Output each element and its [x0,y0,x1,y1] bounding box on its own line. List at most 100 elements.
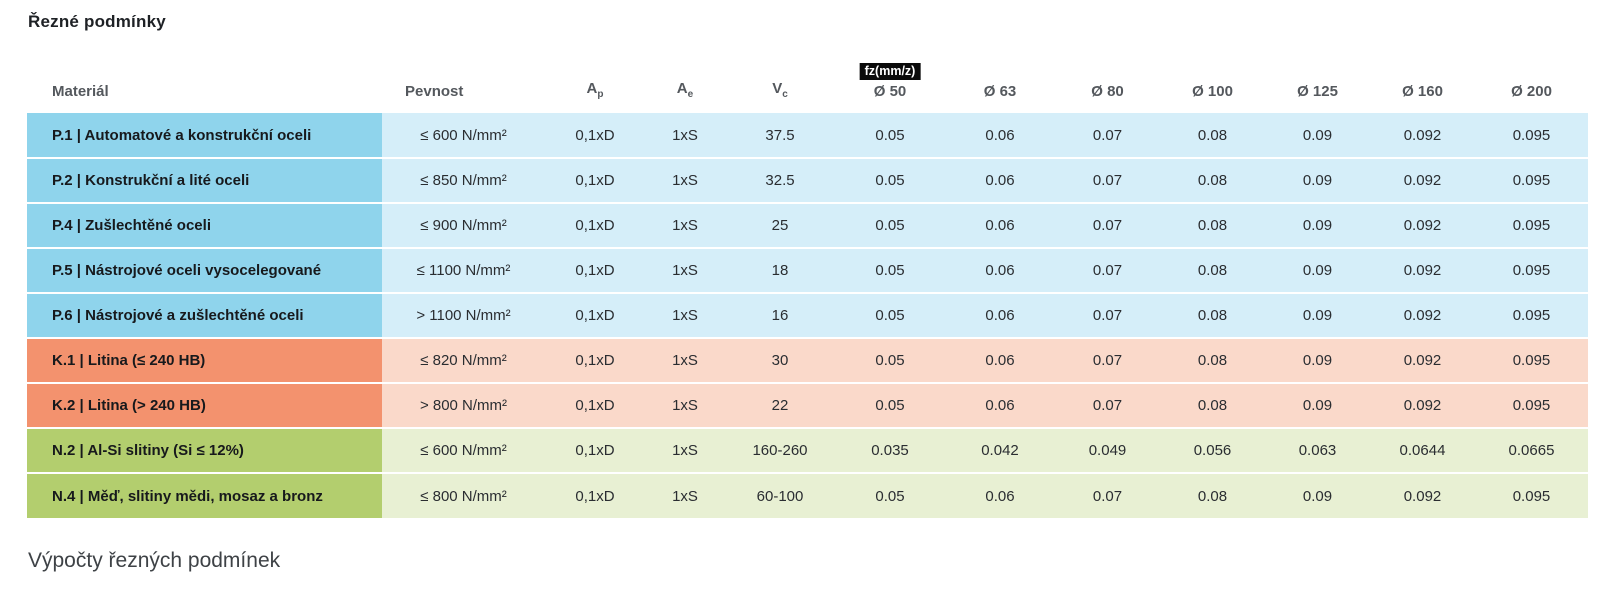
fz-d50-cell: 0.05 [835,158,945,204]
fz-d125-cell: 0.09 [1265,158,1370,204]
fz-d100-cell: 0.08 [1160,293,1265,339]
column-header-d160: Ø 160 [1370,55,1475,113]
ap-cell: 0,1xD [545,113,645,159]
fz-d200-cell: 0.0665 [1475,428,1588,474]
fz-d125-cell: 0.09 [1265,338,1370,384]
fz-d160-cell: 0.0644 [1370,428,1475,474]
pevnost-cell: ≤ 600 N/mm² [382,428,545,474]
vc-cell: 25 [725,203,835,249]
ap-cell: 0,1xD [545,203,645,249]
ae-cell: 1xS [645,383,725,429]
column-header-vc: Vc [725,55,835,113]
header-row: Materiál Pevnost Ap Ae Vc fz(mm/z) Ø 50 … [27,55,1588,113]
fz-d63-cell: 0.06 [945,113,1055,159]
column-header-subscript: e [687,89,694,100]
section-heading-calculations: Výpočty řezných podmínek [28,549,281,572]
fz-d200-cell: 0.095 [1475,473,1588,518]
vc-cell: 22 [725,383,835,429]
column-header-d80: Ø 80 [1055,55,1160,113]
fz-d100-cell: 0.08 [1160,248,1265,294]
table-row: P.6 | Nástrojové a zušlechtěné oceli > 11… [27,293,1588,339]
ae-cell: 1xS [645,473,725,518]
fz-unit-badge: fz(mm/z) [859,63,921,80]
pevnost-cell: > 800 N/mm² [382,383,545,429]
fz-d63-cell: 0.06 [945,248,1055,294]
pevnost-cell: ≤ 820 N/mm² [382,338,545,384]
ap-cell: 0,1xD [545,338,645,384]
column-header-subscript: p [597,89,604,100]
fz-d160-cell: 0.092 [1370,473,1475,518]
pevnost-cell: ≤ 600 N/mm² [382,113,545,159]
fz-d100-cell: 0.08 [1160,338,1265,384]
ae-cell: 1xS [645,338,725,384]
fz-d100-cell: 0.056 [1160,428,1265,474]
column-header-label: A [676,80,688,97]
fz-d200-cell: 0.095 [1475,113,1588,159]
table-body: P.1 | Automatové a konstrukční oceli ≤ 60… [27,113,1588,518]
material-cell: P.5 | Nástrojové oceli vysocelegované [27,248,382,294]
column-header-label: Ø 80 [1091,83,1124,100]
fz-d80-cell: 0.07 [1055,158,1160,204]
fz-d160-cell: 0.092 [1370,158,1475,204]
vc-cell: 18 [725,248,835,294]
table-row: P.2 | Konstrukční a lité oceli ≤ 850 N/mm… [27,158,1588,204]
table-row: K.1 | Litina (≤ 240 HB) ≤ 820 N/mm² 0,1xD 1… [27,338,1588,384]
column-header-label: V [772,80,783,97]
pevnost-cell: ≤ 800 N/mm² [382,473,545,518]
fz-d50-cell: 0.05 [835,248,945,294]
column-header-label: Ø 50 [873,83,907,100]
fz-d200-cell: 0.095 [1475,383,1588,429]
column-header-label: Ø 200 [1511,83,1552,100]
fz-d63-cell: 0.06 [945,473,1055,518]
column-header-label: A [586,80,598,97]
fz-d80-cell: 0.07 [1055,203,1160,249]
page-title: Řezné podmínky [28,12,166,31]
vc-cell: 37.5 [725,113,835,159]
fz-d200-cell: 0.095 [1475,248,1588,294]
fz-d160-cell: 0.092 [1370,293,1475,339]
pevnost-cell: ≤ 850 N/mm² [382,158,545,204]
table-row: N.4 | Měď, slitiny mědi, mosaz a bronz ≤ … [27,473,1588,518]
ap-cell: 0,1xD [545,293,645,339]
cutting-conditions-table: Materiál Pevnost Ap Ae Vc fz(mm/z) Ø 50 … [27,55,1588,518]
ap-cell: 0,1xD [545,428,645,474]
material-cell: N.4 | Měď, slitiny mědi, mosaz a bronz [27,473,382,518]
fz-d63-cell: 0.042 [945,428,1055,474]
fz-d80-cell: 0.07 [1055,293,1160,339]
material-cell: P.4 | Zušlechtěné oceli [27,203,382,249]
fz-d125-cell: 0.09 [1265,293,1370,339]
fz-d200-cell: 0.095 [1475,338,1588,384]
fz-d50-cell: 0.05 [835,203,945,249]
fz-d200-cell: 0.095 [1475,158,1588,204]
ae-cell: 1xS [645,113,725,159]
ap-cell: 0,1xD [545,248,645,294]
fz-d80-cell: 0.049 [1055,428,1160,474]
table-row: N.2 | Al-Si slitiny (Si ≤ 12%) ≤ 600 N/mm… [27,428,1588,474]
table-row: P.4 | Zušlechtěné oceli ≤ 900 N/mm² 0,1xD 1… [27,203,1588,249]
fz-d100-cell: 0.08 [1160,203,1265,249]
column-header-ae: Ae [645,55,725,113]
column-header-d125: Ø 125 [1265,55,1370,113]
ae-cell: 1xS [645,248,725,294]
ap-cell: 0,1xD [545,473,645,518]
fz-d160-cell: 0.092 [1370,203,1475,249]
fz-d63-cell: 0.06 [945,203,1055,249]
fz-d100-cell: 0.08 [1160,473,1265,518]
fz-d125-cell: 0.063 [1265,428,1370,474]
fz-d80-cell: 0.07 [1055,383,1160,429]
column-header-material: Materiál [27,55,382,113]
fz-d50-cell: 0.05 [835,293,945,339]
fz-d100-cell: 0.08 [1160,113,1265,159]
column-header-label: Ø 63 [983,83,1017,100]
column-header-label: Ø 100 [1192,83,1233,100]
fz-d160-cell: 0.092 [1370,338,1475,384]
column-header-label: Ø 160 [1402,83,1443,100]
ap-cell: 0,1xD [545,158,645,204]
vc-cell: 16 [725,293,835,339]
fz-d125-cell: 0.09 [1265,113,1370,159]
ae-cell: 1xS [645,428,725,474]
fz-d50-cell: 0.05 [835,473,945,518]
fz-d160-cell: 0.092 [1370,113,1475,159]
fz-d100-cell: 0.08 [1160,383,1265,429]
pevnost-cell: > 1100 N/mm² [382,293,545,339]
